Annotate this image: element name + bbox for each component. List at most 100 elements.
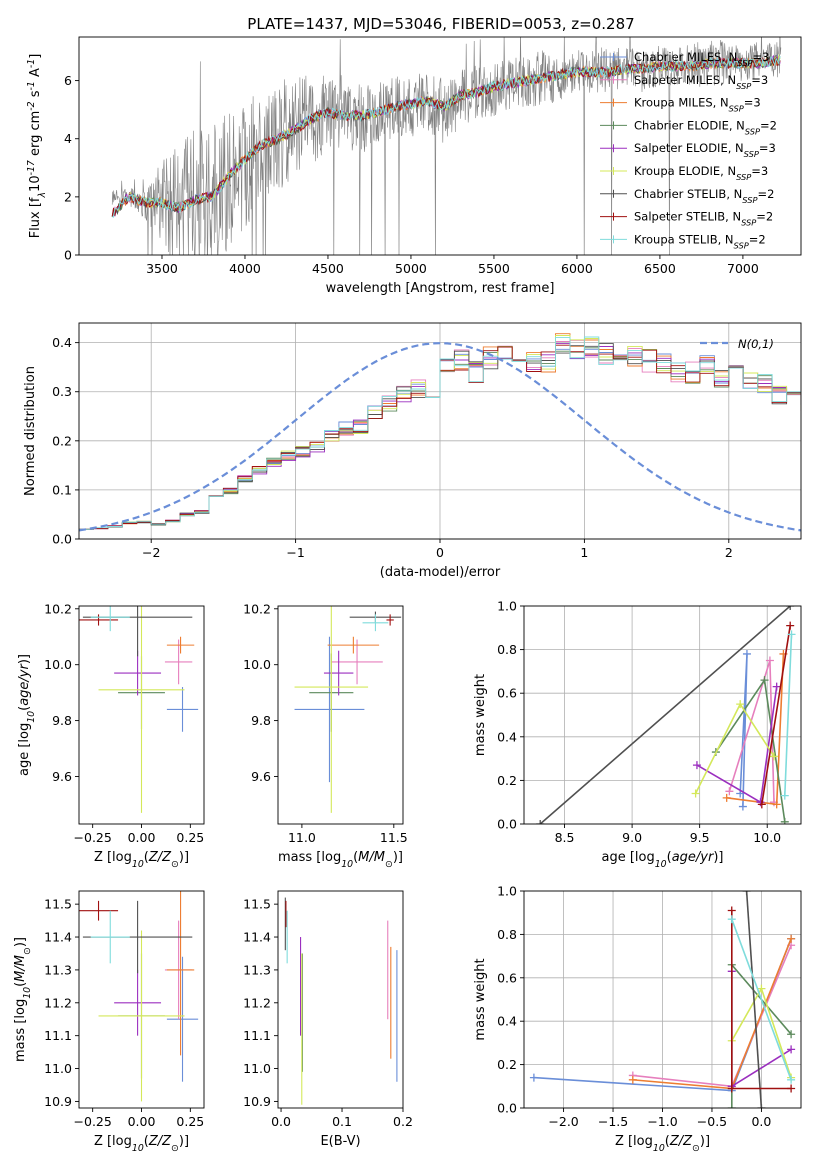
x-tick-label: 0.1	[332, 1114, 352, 1129]
legend-label: Salpeter MILES, NSSP=3	[634, 73, 768, 91]
text-run: Salpeter MILES, N	[634, 73, 736, 87]
text-run: (	[665, 1134, 670, 1149]
x-tick-label: 0.25	[176, 1114, 204, 1129]
y-tick-label: 11.0	[44, 1061, 72, 1076]
plus-marker	[742, 891, 751, 895]
normal-reference-curve	[79, 342, 801, 532]
x-tick-label: 2	[725, 545, 733, 560]
text-run: Flux [f	[28, 197, 43, 238]
x-tick-label: 7000	[727, 261, 759, 276]
x-tick-label: 0.0	[271, 1114, 291, 1129]
text-run: 10	[26, 711, 37, 723]
plot-area	[79, 333, 801, 532]
x-tick-label: −1	[286, 545, 304, 560]
plus-marker	[536, 820, 545, 824]
text-run: SSP	[745, 126, 760, 136]
axes-frame	[523, 890, 802, 1109]
text-run: (	[144, 850, 149, 865]
text-run: age/yr	[17, 662, 32, 705]
text-run: )]	[17, 654, 32, 664]
text-run: Kroupa STELIB, N	[634, 232, 734, 246]
y-axis-label: age [log10(age/yr)]	[17, 654, 37, 776]
y-tick-label: 0.2	[52, 433, 72, 448]
text-run: Normed distribution	[23, 366, 38, 496]
text-run: ]	[28, 54, 43, 59]
plus-marker	[769, 752, 778, 761]
plus-marker	[780, 791, 789, 800]
text-run: 10	[132, 1143, 144, 1154]
axes-layer: 3500 4000 4500 5000 5500 6000 6500 7000 0 2 4 6 wave…	[13, 36, 802, 1154]
plus-marker	[692, 761, 701, 770]
text-run: (data-model)/error	[380, 565, 501, 580]
x-tick-label: 9.0	[622, 830, 642, 845]
text-run: Kroupa ELODIE, N	[634, 164, 736, 178]
plot-area	[79, 606, 199, 813]
plot-area	[79, 891, 199, 1102]
axes-mass-vs-EBV: 0.0 0.1 0.2 10.9 11.0 11.1 11.2 11.3 11.4 11.5 E(B…	[243, 890, 413, 1149]
text-run: =3	[759, 141, 776, 155]
legend-label: Kroupa STELIB, NSSP=2	[634, 232, 766, 250]
x-tick-label: 9.5	[690, 830, 710, 845]
x-tick-label: 0	[436, 545, 444, 560]
legend-label: Kroupa ELODIE, NSSP=3	[634, 164, 768, 182]
mass-weight-line	[539, 606, 791, 824]
y-axis-label: Flux [fλ10-17 erg cm-2 s-1 A-1]	[26, 54, 48, 239]
text-run: 10	[22, 987, 33, 999]
legend-label: Kroupa MILES, NSSP=3	[634, 96, 761, 114]
text-run: wavelength [Angstrom, rest frame]	[326, 281, 555, 296]
mass-weight-line	[784, 634, 793, 796]
x-axis-label: (data-model)/error	[380, 565, 501, 580]
plus-marker	[529, 1073, 538, 1082]
x-tick-label: 11.0	[288, 830, 316, 845]
plus-marker	[780, 817, 789, 824]
y-tick-label: 0.2	[497, 1057, 517, 1072]
y-tick-label: 10.0	[44, 657, 72, 672]
plus-marker	[628, 1075, 637, 1084]
text-run: SSP	[736, 81, 751, 91]
text-run: 10	[653, 1143, 665, 1154]
text-run: SSP	[741, 218, 756, 228]
y-tick-label: 10.9	[243, 1094, 271, 1109]
x-axis-label: wavelength [Angstrom, rest frame]	[326, 281, 555, 296]
text-run: 10	[132, 859, 144, 870]
x-tick-label: 0.00	[128, 1114, 156, 1129]
text-run: ⊙	[385, 859, 393, 870]
x-axis-label: mass [log10(M/M⊙)]	[278, 850, 403, 870]
plus-marker	[742, 649, 751, 658]
legend: N(0,1)	[700, 337, 774, 351]
plus-marker	[772, 682, 781, 691]
x-axis-label: E(B-V)	[320, 1134, 360, 1149]
text-run: M/M	[13, 955, 28, 982]
y-tick-label: 10.2	[44, 601, 72, 616]
y-tick-label: 11.1	[243, 1028, 271, 1043]
y-axis-label: mass weight	[473, 674, 488, 756]
plus-marker	[727, 1104, 736, 1108]
text-run: =2	[757, 187, 774, 201]
plus-marker	[760, 676, 769, 685]
text-run: s	[28, 90, 43, 101]
plus-marker	[787, 1084, 796, 1093]
plus-marker	[691, 789, 700, 798]
text-run: SSP	[737, 58, 752, 68]
axes-age-vs-Z: −0.25 0.00 0.259.69.810.010.2Z [log10(Z/Z⊙…	[17, 601, 205, 870]
x-tick-label: 0.0	[751, 1114, 771, 1129]
axes-panel: −2 −1 0 1 2 0.0 0.1 0.2 0.3 0.4 (data-model)/error…	[23, 322, 802, 580]
text-run: SSP	[736, 172, 751, 182]
text-run: Z/Z	[148, 850, 172, 865]
text-run: Z [log	[94, 1134, 132, 1149]
legend-label: Chabrier STELIB, NSSP=2	[634, 187, 774, 205]
y-tick-label: 4	[64, 131, 72, 146]
y-tick-label: 0.3	[52, 384, 72, 399]
x-tick-label: 1	[580, 545, 588, 560]
plus-marker	[727, 1084, 736, 1093]
text-run: mass [log	[278, 850, 341, 865]
text-run: =3	[751, 73, 768, 87]
y-axis-label: mass weight	[473, 958, 488, 1040]
y-tick-label: 6	[64, 73, 72, 88]
text-run: (	[17, 706, 32, 711]
residual-histogram	[79, 336, 801, 530]
y-tick-label: 11.3	[44, 962, 72, 977]
text-run: SSP	[734, 240, 749, 250]
text-run: -17	[26, 160, 37, 175]
